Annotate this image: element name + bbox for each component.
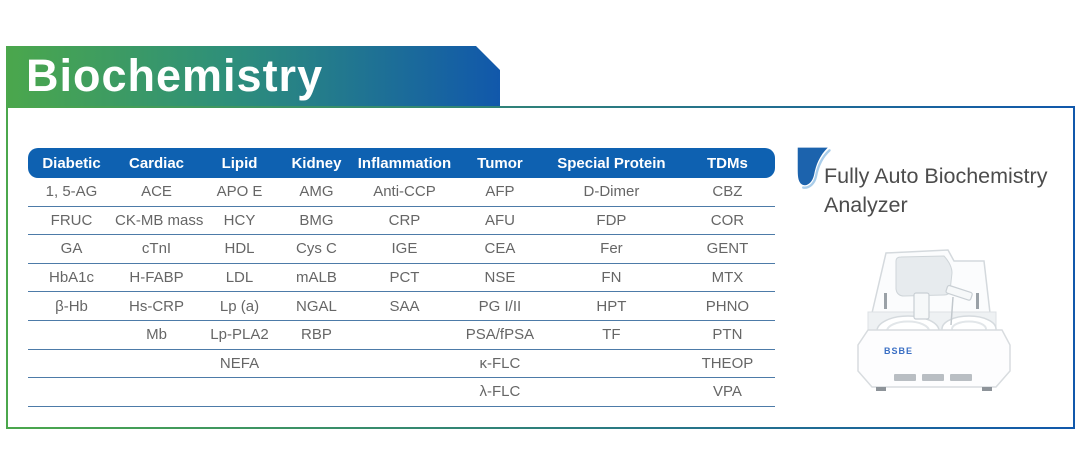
table-cell: CBZ: [712, 183, 743, 201]
table-cell: NEFA: [219, 354, 260, 372]
table-cell: 1, 5-AG: [45, 183, 98, 201]
column-header: Inflammation: [357, 154, 452, 172]
table-cell: Lp (a): [219, 297, 260, 315]
table-cell: AMG: [299, 183, 334, 201]
table-cell: IGE: [391, 240, 418, 258]
table-cell: PHNO: [705, 297, 750, 315]
product-heading: Fully Auto Biochemistry Analyzer: [824, 162, 1076, 220]
table-cell: BMG: [299, 211, 334, 229]
assay-table: Diabetic Cardiac Lipid Kidney Inflammation Tu…: [28, 148, 775, 407]
table-cell: HDL: [224, 240, 255, 258]
column-header: Kidney: [291, 154, 342, 172]
table-cell: HbA1c: [48, 269, 95, 287]
table-cell: Lp-PLA2: [210, 326, 269, 344]
table-cell: FN: [601, 269, 622, 287]
table-cell: MTX: [711, 269, 744, 287]
column-header: Lipid: [221, 154, 258, 172]
table-cell: CEA: [484, 240, 516, 258]
table-cell: PCT: [389, 269, 420, 287]
table-cell: mALB: [296, 269, 337, 287]
table-cell: LDL: [225, 269, 254, 287]
table-cell: cTnI: [141, 240, 172, 258]
column-header: Special Protein: [557, 154, 666, 172]
table-cell: HPT: [596, 297, 627, 315]
table-cell: ACE: [141, 183, 172, 201]
banner: Biochemistry: [6, 46, 500, 106]
table-cell: Cys C: [296, 240, 337, 258]
table-cell: Fer: [600, 240, 623, 258]
table-row: 1, 5-AG ACE APO E AMG Anti-CCP AFP D-Dimer CBZ: [28, 178, 775, 207]
table-cell: β-Hb: [55, 297, 88, 315]
table-cell: NGAL: [296, 297, 337, 315]
table-cell: H-FABP: [129, 269, 184, 287]
analyzer-brand-label: BSBE: [884, 346, 913, 356]
table-row: Mb Lp-PLA2 RBP PSA/fPSA TF PTN: [28, 321, 775, 350]
column-header: Cardiac: [128, 154, 185, 172]
table-cell: GA: [60, 240, 83, 258]
table-cell: RBP: [301, 326, 332, 344]
table-cell: PG I/II: [478, 297, 522, 315]
table-row: HbA1c H-FABP LDL mALB PCT NSE FN MTX: [28, 264, 775, 293]
column-header: Tumor: [477, 154, 523, 172]
table-header-row: Diabetic Cardiac Lipid Kidney Inflammation Tu…: [28, 148, 775, 178]
swoosh-icon: [797, 147, 831, 189]
table-cell: GENT: [706, 240, 749, 258]
table-cell: AFP: [485, 183, 515, 201]
table-row: λ-FLC VPA: [28, 378, 775, 407]
table-cell: Hs-CRP: [129, 297, 184, 315]
product-heading-line1: Fully Auto Biochemistry: [824, 164, 1048, 188]
table-cell: APO E: [216, 183, 263, 201]
table-cell: κ-FLC: [479, 354, 521, 372]
table-cell: FRUC: [50, 211, 93, 229]
table-body: 1, 5-AG ACE APO E AMG Anti-CCP AFP D-Dimer CBZ F…: [28, 178, 775, 407]
table-cell: PTN: [712, 326, 743, 344]
table-cell: λ-FLC: [479, 383, 521, 401]
table-cell: TF: [602, 326, 621, 344]
table-cell: COR: [710, 211, 745, 229]
table-row: FRUC CK-MB mass HCY BMG CRP AFU FDP COR: [28, 207, 775, 236]
table-cell: NSE: [484, 269, 516, 287]
column-header: Diabetic: [42, 154, 101, 172]
table-cell: D-Dimer: [583, 183, 640, 201]
table-cell: Mb: [146, 326, 167, 344]
table-row: GA cTnI HDL Cys C IGE CEA Fer GENT: [28, 235, 775, 264]
table-row: NEFA κ-FLC THEOP: [28, 350, 775, 379]
table-cell: THEOP: [701, 354, 754, 372]
table-cell: Anti-CCP: [373, 183, 436, 201]
table-cell: CRP: [388, 211, 421, 229]
table-cell: SAA: [389, 297, 420, 315]
product-heading-line2: Analyzer: [824, 193, 908, 217]
table-cell: CK-MB mass: [115, 211, 204, 229]
table-cell: VPA: [712, 383, 742, 401]
table-row: β-Hb Hs-CRP Lp (a) NGAL SAA PG I/II HPT PHNO: [28, 292, 775, 321]
table-cell: FDP: [596, 211, 627, 229]
table-cell: AFU: [484, 211, 515, 229]
column-header: TDMs: [706, 154, 748, 172]
table-cell: HCY: [223, 211, 256, 229]
page-title: Biochemistry: [26, 49, 324, 101]
table-cell: PSA/fPSA: [465, 326, 535, 344]
analyzer-image: BSBE: [857, 249, 1011, 391]
